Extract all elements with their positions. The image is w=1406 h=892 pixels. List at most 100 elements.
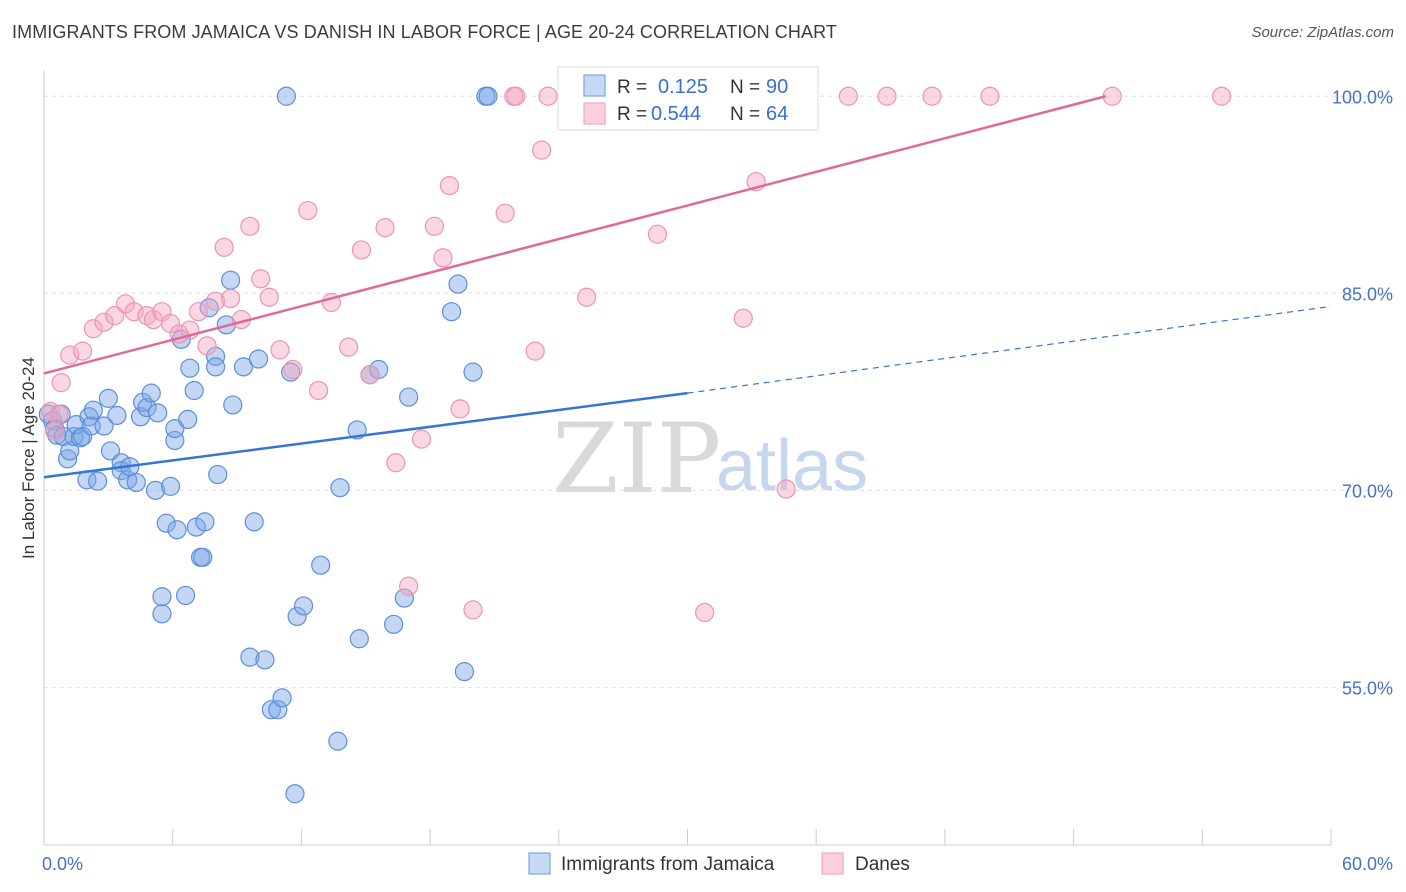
- y-tick-label: 85.0%: [1342, 284, 1393, 304]
- data-point-jamaica: [328, 731, 348, 751]
- watermark-zip: ZIP: [552, 403, 721, 515]
- data-point-jamaica: [261, 700, 281, 720]
- data-point-jamaica: [221, 270, 241, 290]
- data-point-danes: [439, 175, 460, 196]
- data-point-danes: [776, 479, 796, 499]
- trend-lines: [43, 95, 1332, 479]
- data-point-danes: [206, 291, 226, 311]
- data-point-jamaica: [141, 383, 161, 403]
- data-point-jamaica: [88, 471, 108, 491]
- data-point-jamaica: [137, 397, 157, 418]
- data-point-danes: [83, 319, 103, 339]
- legend-r-label-jamaica: R =: [617, 77, 647, 98]
- data-point-danes: [45, 421, 65, 441]
- data-point-jamaica: [145, 480, 166, 500]
- data-point-jamaica: [233, 357, 254, 377]
- data-point-danes: [1212, 86, 1232, 106]
- data-point-jamaica: [94, 416, 114, 436]
- y-tick-label: 55.0%: [1342, 678, 1393, 698]
- axes: [43, 70, 1332, 846]
- data-point-danes: [922, 86, 942, 106]
- legend-bottom: Immigrants from Jamaica Danes: [528, 852, 910, 875]
- data-point-jamaica: [463, 362, 483, 382]
- data-point-jamaica: [276, 86, 296, 106]
- data-point-danes: [270, 340, 290, 360]
- data-point-jamaica: [384, 614, 404, 634]
- data-point-danes: [695, 602, 715, 623]
- y-tick-labels: 55.0% 70.0% 85.0% 100.0%: [1332, 87, 1393, 698]
- data-point-jamaica: [248, 349, 269, 369]
- y-tick-label: 100.0%: [1332, 87, 1393, 107]
- data-point-jamaica: [240, 647, 260, 667]
- legend-bottom-label-danes: Danes: [855, 854, 910, 875]
- data-point-danes: [495, 203, 515, 223]
- data-point-jamaica: [178, 409, 198, 430]
- data-point-jamaica: [223, 395, 243, 415]
- data-point-danes: [360, 365, 380, 385]
- data-point-danes: [214, 237, 234, 257]
- data-point-danes: [506, 86, 526, 106]
- data-point-danes: [298, 200, 318, 221]
- data-point-jamaica: [287, 606, 307, 627]
- source-credit: Source: ZipAtlas.com: [1251, 24, 1394, 41]
- legend-n-label-danes: N =: [730, 104, 760, 125]
- data-point-danes: [338, 337, 359, 357]
- data-point-danes: [525, 341, 545, 361]
- data-point-jamaica: [83, 400, 103, 420]
- data-point-danes: [877, 86, 897, 106]
- data-point-jamaica: [394, 588, 414, 608]
- legend-swatch-jamaica: [583, 74, 606, 97]
- legend-bottom-swatch-danes: [821, 852, 844, 875]
- data-point-danes: [283, 359, 303, 380]
- y-tick-label: 70.0%: [1342, 481, 1393, 501]
- data-point-jamaica: [156, 513, 176, 533]
- data-point-danes: [424, 216, 444, 236]
- x-tick-label-min: 0.0%: [42, 854, 83, 874]
- series-jamaica-points: [38, 86, 498, 804]
- data-point-jamaica: [255, 650, 275, 670]
- grid-lines: [44, 95, 1395, 688]
- data-point-jamaica: [167, 520, 187, 540]
- data-point-jamaica: [126, 472, 146, 493]
- legend-n-value-jamaica: 90: [766, 76, 788, 98]
- data-point-jamaica: [152, 604, 172, 624]
- data-point-jamaica: [293, 596, 314, 616]
- data-point-danes: [538, 86, 558, 106]
- data-point-danes: [411, 429, 432, 449]
- data-point-jamaica: [272, 688, 292, 708]
- data-point-jamaica: [57, 449, 78, 469]
- chart-title: IMMIGRANTS FROM JAMAICA VS DANISH IN LAB…: [12, 22, 837, 42]
- data-point-jamaica: [441, 302, 462, 322]
- legend-swatch-danes: [583, 102, 606, 125]
- data-point-jamaica: [180, 358, 200, 378]
- data-point-danes: [980, 86, 1000, 106]
- watermark-atlas: atlas: [716, 426, 868, 506]
- data-point-jamaica: [311, 555, 331, 575]
- data-point-danes: [733, 308, 753, 328]
- data-point-jamaica: [148, 403, 168, 423]
- legend-n-value-danes: 64: [766, 103, 788, 125]
- data-point-danes: [351, 240, 372, 260]
- legend-n-label-jamaica: N =: [730, 77, 760, 98]
- data-point-danes: [577, 287, 597, 307]
- data-point-danes: [647, 224, 668, 244]
- data-point-danes: [251, 269, 271, 289]
- legend-r-value-jamaica: 0.125: [658, 76, 708, 98]
- data-point-danes: [433, 248, 453, 268]
- data-point-jamaica: [478, 86, 498, 106]
- data-point-jamaica: [206, 357, 226, 377]
- data-point-jamaica: [107, 405, 127, 426]
- legend-bottom-swatch-jamaica: [528, 852, 551, 875]
- trend-line-jamaica: [43, 391, 688, 479]
- data-point-danes: [60, 345, 80, 365]
- data-point-jamaica: [184, 380, 204, 401]
- data-point-jamaica: [175, 585, 196, 606]
- data-point-jamaica: [195, 512, 215, 532]
- legend-r-value-danes: 0.544: [651, 103, 701, 125]
- data-point-jamaica: [152, 587, 172, 607]
- data-point-jamaica: [100, 441, 121, 461]
- legend-top: R = 0.125 N = 90 R = 0.544 N = 64: [557, 66, 819, 131]
- data-point-danes: [94, 312, 114, 332]
- x-tick-label-max: 60.0%: [1342, 854, 1393, 874]
